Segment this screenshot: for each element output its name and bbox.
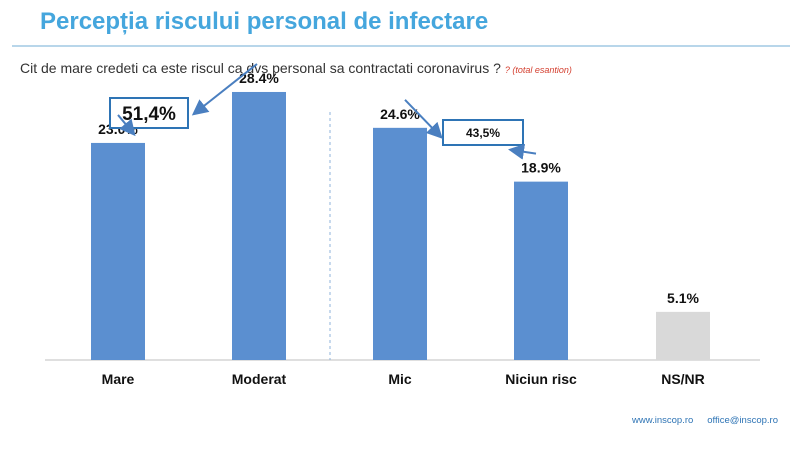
bar-1 — [232, 91, 286, 360]
title-divider — [12, 45, 790, 47]
category-label-2: Mic — [388, 371, 412, 387]
footer-email[interactable]: office@inscop.ro — [707, 415, 778, 426]
sample-note: ? (total esantion) — [504, 65, 572, 75]
question-label: Cit de mare credeti ca este riscul ca dv… — [20, 60, 501, 76]
bar-chart: 23.0%Mare28.4%Moderat24.6%Mic18.9%Niciun… — [45, 63, 760, 387]
group-arrow-2a — [404, 99, 443, 139]
group-arrow-1a — [117, 114, 136, 137]
category-label-1: Moderat — [232, 371, 287, 387]
footer-contacts: www.inscop.ro office@inscop.ro — [632, 415, 778, 426]
group-arrow-1b — [191, 63, 258, 116]
group-arrow-2b — [508, 143, 537, 160]
bar-2 — [373, 127, 427, 361]
group-total-label-2: 43,5% — [466, 126, 500, 140]
footer-website[interactable]: www.inscop.ro — [632, 415, 694, 426]
bar-4 — [656, 311, 710, 360]
group-total-box-2 — [442, 119, 524, 146]
category-label-3: Niciun risc — [505, 371, 577, 387]
bar-3 — [514, 181, 568, 360]
category-label-0: Mare — [102, 371, 135, 387]
value-label-3: 18.9% — [521, 160, 561, 176]
value-label-1: 28.4% — [239, 70, 279, 86]
value-label-2: 24.6% — [380, 106, 420, 122]
category-label-4: NS/NR — [661, 371, 705, 387]
bar-0 — [91, 142, 145, 360]
page-title: Percepția riscului personal de infectare — [40, 8, 489, 35]
group-total-label-1: 51,4% — [122, 104, 176, 125]
question-text: Cit de mare credeti ca este riscul ca dv… — [20, 60, 572, 76]
value-label-4: 5.1% — [667, 290, 699, 306]
